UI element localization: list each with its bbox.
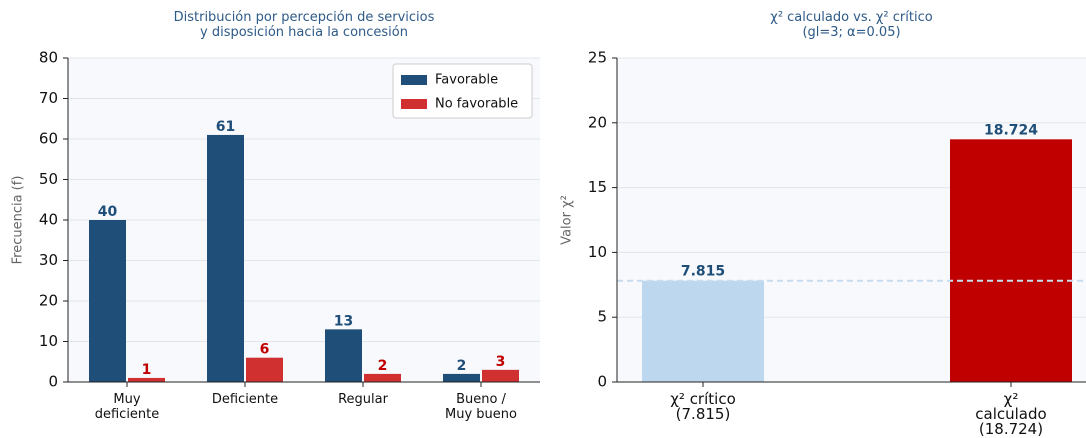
data-label: 40 <box>98 204 118 220</box>
bar <box>950 139 1072 382</box>
y-tick-label: 20 <box>39 292 58 310</box>
bar <box>207 134 244 382</box>
y-tick-label: 50 <box>39 170 58 188</box>
chart-title: Distribución por percepción de servicios… <box>173 10 435 40</box>
data-label: 2 <box>457 358 467 374</box>
y-tick-label: 40 <box>39 211 58 229</box>
y-axis-label: Frecuencia (f) <box>11 176 26 265</box>
legend-label: Favorable <box>435 73 498 88</box>
bar <box>128 377 165 382</box>
x-tick-label: χ² crítico (7.815) <box>670 390 736 423</box>
y-tick-label: 5 <box>597 308 607 326</box>
y-tick-label: 10 <box>588 243 607 261</box>
y-tick-label: 15 <box>588 178 607 196</box>
bar <box>89 220 126 382</box>
y-tick-label: 60 <box>39 130 58 148</box>
data-label: 18.724 <box>984 122 1038 138</box>
bar <box>246 357 283 382</box>
y-tick-label: 0 <box>597 373 607 391</box>
bar <box>364 373 401 382</box>
legend-swatch <box>401 75 427 85</box>
data-label: 6 <box>260 342 270 358</box>
legend-label: No favorable <box>435 97 518 112</box>
data-label: 61 <box>216 119 235 135</box>
y-tick-label: 25 <box>588 49 607 67</box>
data-label: 13 <box>334 313 353 329</box>
legend-box <box>392 63 533 119</box>
data-label: 7.815 <box>681 264 725 280</box>
chart-title: χ² calculado vs. χ² crítico (gl=3; α=0.0… <box>770 10 933 40</box>
y-axis-label: Valor χ² <box>560 195 575 245</box>
y-tick-label: 30 <box>39 251 58 269</box>
bar <box>642 280 764 382</box>
bar <box>443 373 480 382</box>
bar <box>325 329 362 382</box>
y-tick-label: 10 <box>39 332 58 350</box>
bar <box>482 369 519 382</box>
y-tick-label: 0 <box>48 373 58 391</box>
y-tick-label: 70 <box>39 89 58 107</box>
x-tick-label: Deficiente <box>211 392 279 407</box>
data-label: 3 <box>496 354 506 370</box>
x-tick-label: χ² calculado (18.724) <box>975 390 1047 438</box>
data-label: 2 <box>378 358 388 374</box>
y-tick-label: 80 <box>39 49 58 67</box>
legend-swatch <box>401 99 427 109</box>
y-tick-label: 20 <box>588 113 607 131</box>
data-label: 1 <box>142 362 152 378</box>
x-tick-label: Muy deficiente <box>94 392 160 422</box>
x-tick-label: Bueno / Muy bueno <box>445 392 517 422</box>
x-tick-label: Regular <box>338 392 388 407</box>
